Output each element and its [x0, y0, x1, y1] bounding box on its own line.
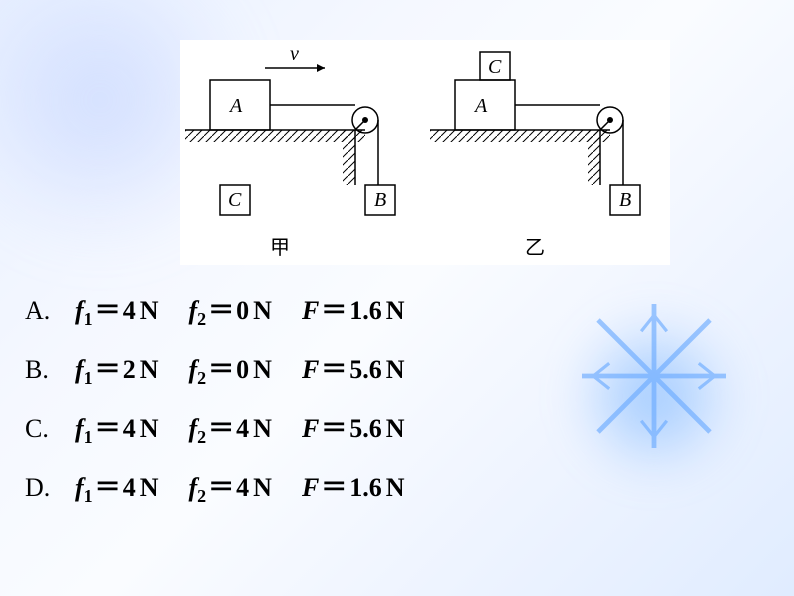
physics-diagram: v A B C 甲 — [180, 40, 670, 265]
equation-F: F＝1.6N — [302, 290, 405, 327]
option-letter: C. — [25, 414, 75, 444]
equation-f2: f2＝0N — [188, 290, 271, 327]
svg-text:B: B — [619, 189, 631, 211]
equation-f1: f1＝4N — [75, 408, 158, 445]
equation-f1: f1＝4N — [75, 467, 158, 504]
caption-left: 甲 — [270, 231, 290, 260]
caption-right: 乙 — [525, 231, 545, 260]
svg-text:A: A — [473, 95, 488, 117]
equation-f2: f2＝0N — [188, 349, 271, 386]
option-letter: D. — [25, 473, 75, 503]
option-letter: B. — [25, 355, 75, 385]
option-letter: A. — [25, 296, 75, 326]
answer-options: A. f1＝4N f2＝0N F＝1.6N B. f1＝2N f2＝0N F＝5… — [25, 290, 435, 526]
equation-f2: f2＝4N — [188, 408, 271, 445]
svg-text:C: C — [228, 189, 242, 211]
option-a: A. f1＝4N f2＝0N F＝1.6N — [25, 290, 435, 327]
diagram-left: v A B C 甲 — [180, 40, 425, 265]
svg-text:A: A — [228, 95, 243, 117]
svg-text:B: B — [374, 189, 386, 211]
option-d: D. f1＝4N f2＝4N F＝1.6N — [25, 467, 435, 504]
snowflake-icon — [574, 296, 734, 456]
svg-text:C: C — [488, 56, 502, 78]
diagram-right: C A B 乙 — [425, 40, 670, 265]
equation-F: F＝1.6N — [302, 467, 405, 504]
equation-F: F＝5.6N — [302, 408, 405, 445]
option-c: C. f1＝4N f2＝4N F＝5.6N — [25, 408, 435, 445]
equation-f1: f1＝2N — [75, 349, 158, 386]
option-b: B. f1＝2N f2＝0N F＝5.6N — [25, 349, 435, 386]
equation-f1: f1＝4N — [75, 290, 158, 327]
equation-f2: f2＝4N — [188, 467, 271, 504]
equation-F: F＝5.6N — [302, 349, 405, 386]
svg-text:v: v — [290, 43, 299, 65]
